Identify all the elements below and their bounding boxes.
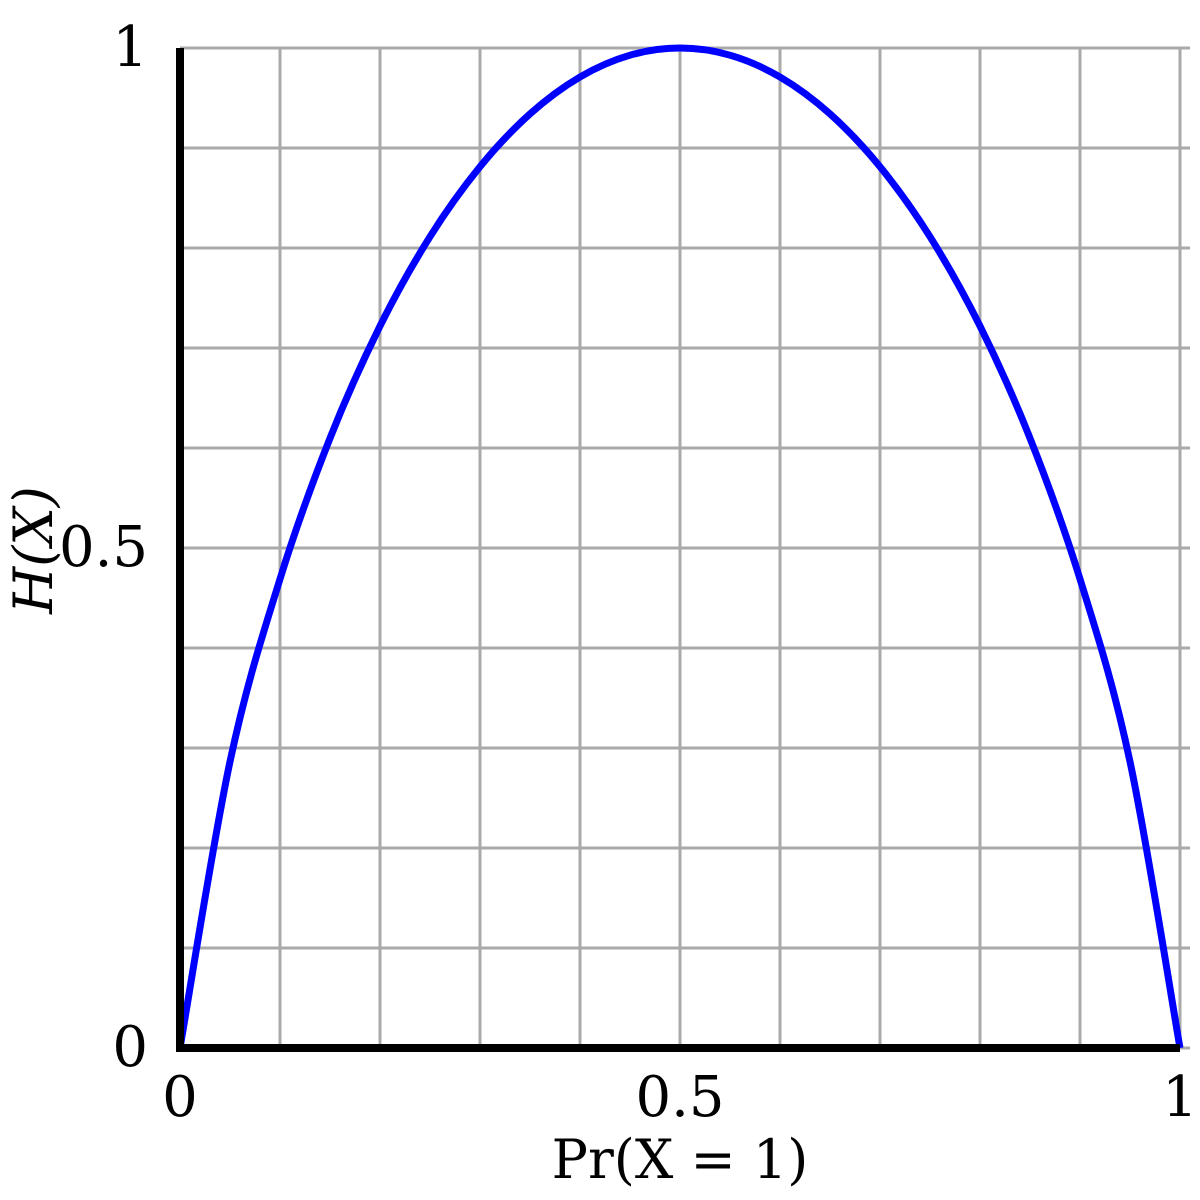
y-tick-label: 1 <box>112 15 148 80</box>
y-tick-labels: 00.51 <box>59 15 148 1080</box>
series-line-entropy <box>176 44 1184 1049</box>
x-tick-label: 1 <box>1162 1065 1198 1130</box>
y-tick-label: 0 <box>112 1015 148 1080</box>
grid <box>178 46 1190 1050</box>
x-tick-labels: 0 0.5 1 <box>162 1065 1198 1130</box>
x-tick-label: 0.5 <box>635 1065 724 1130</box>
x-tick-label: 0 <box>162 1065 198 1130</box>
y-tick-label: 0.5 <box>59 515 148 580</box>
y-axis-label: H(X) <box>2 486 65 615</box>
x-axis-label: Pr(X = 1) <box>552 1128 809 1191</box>
